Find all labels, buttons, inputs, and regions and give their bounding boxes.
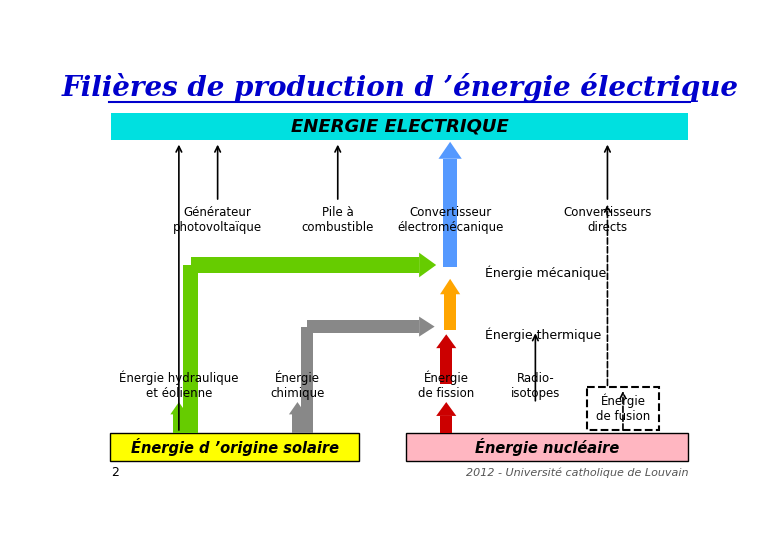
FancyBboxPatch shape — [406, 433, 688, 461]
Bar — [444, 294, 456, 330]
Text: Radio-
isotopes: Radio- isotopes — [511, 372, 560, 400]
Bar — [183, 265, 198, 433]
Polygon shape — [419, 316, 434, 336]
FancyBboxPatch shape — [587, 387, 658, 430]
Bar — [292, 414, 303, 433]
Bar — [440, 416, 452, 433]
Text: Énergie
chimique: Énergie chimique — [270, 370, 324, 400]
Bar — [300, 327, 313, 433]
Bar — [173, 414, 184, 433]
Text: Énergie
de fission: Énergie de fission — [418, 370, 474, 400]
FancyBboxPatch shape — [112, 112, 688, 140]
Text: 2: 2 — [112, 467, 119, 480]
Polygon shape — [419, 253, 436, 278]
Text: Énergie thermique: Énergie thermique — [485, 327, 601, 342]
Text: Énergie mécanique: Énergie mécanique — [485, 266, 606, 280]
Text: Filières de production d ’énergie électrique: Filières de production d ’énergie électr… — [62, 73, 738, 103]
Polygon shape — [436, 334, 456, 348]
Bar — [190, 257, 419, 273]
Text: Convertisseur
électromécanique: Convertisseur électromécanique — [397, 206, 503, 234]
Bar — [307, 320, 419, 333]
Text: Énergie d ’origine solaire: Énergie d ’origine solaire — [131, 438, 339, 456]
Text: ENERGIE ELECTRIQUE: ENERGIE ELECTRIQUE — [291, 117, 509, 136]
Polygon shape — [170, 402, 187, 414]
Polygon shape — [438, 142, 462, 159]
Text: Énergie
de fusion: Énergie de fusion — [596, 394, 650, 423]
Text: Pile à
combustible: Pile à combustible — [302, 206, 374, 234]
Polygon shape — [440, 279, 460, 294]
Text: Convertisseurs
directs: Convertisseurs directs — [563, 206, 651, 234]
Text: 2012 - Université catholique de Louvain: 2012 - Université catholique de Louvain — [466, 468, 688, 478]
Text: Énergie hydraulique
et éolienne: Énergie hydraulique et éolienne — [119, 370, 239, 400]
Text: Énergie nucléaire: Énergie nucléaire — [475, 438, 619, 456]
Polygon shape — [436, 402, 456, 416]
Text: Générateur
photovoltaïque: Générateur photovoltaïque — [173, 206, 262, 234]
Bar — [440, 348, 452, 384]
Polygon shape — [289, 402, 306, 414]
FancyBboxPatch shape — [110, 433, 360, 461]
Bar — [443, 159, 457, 267]
